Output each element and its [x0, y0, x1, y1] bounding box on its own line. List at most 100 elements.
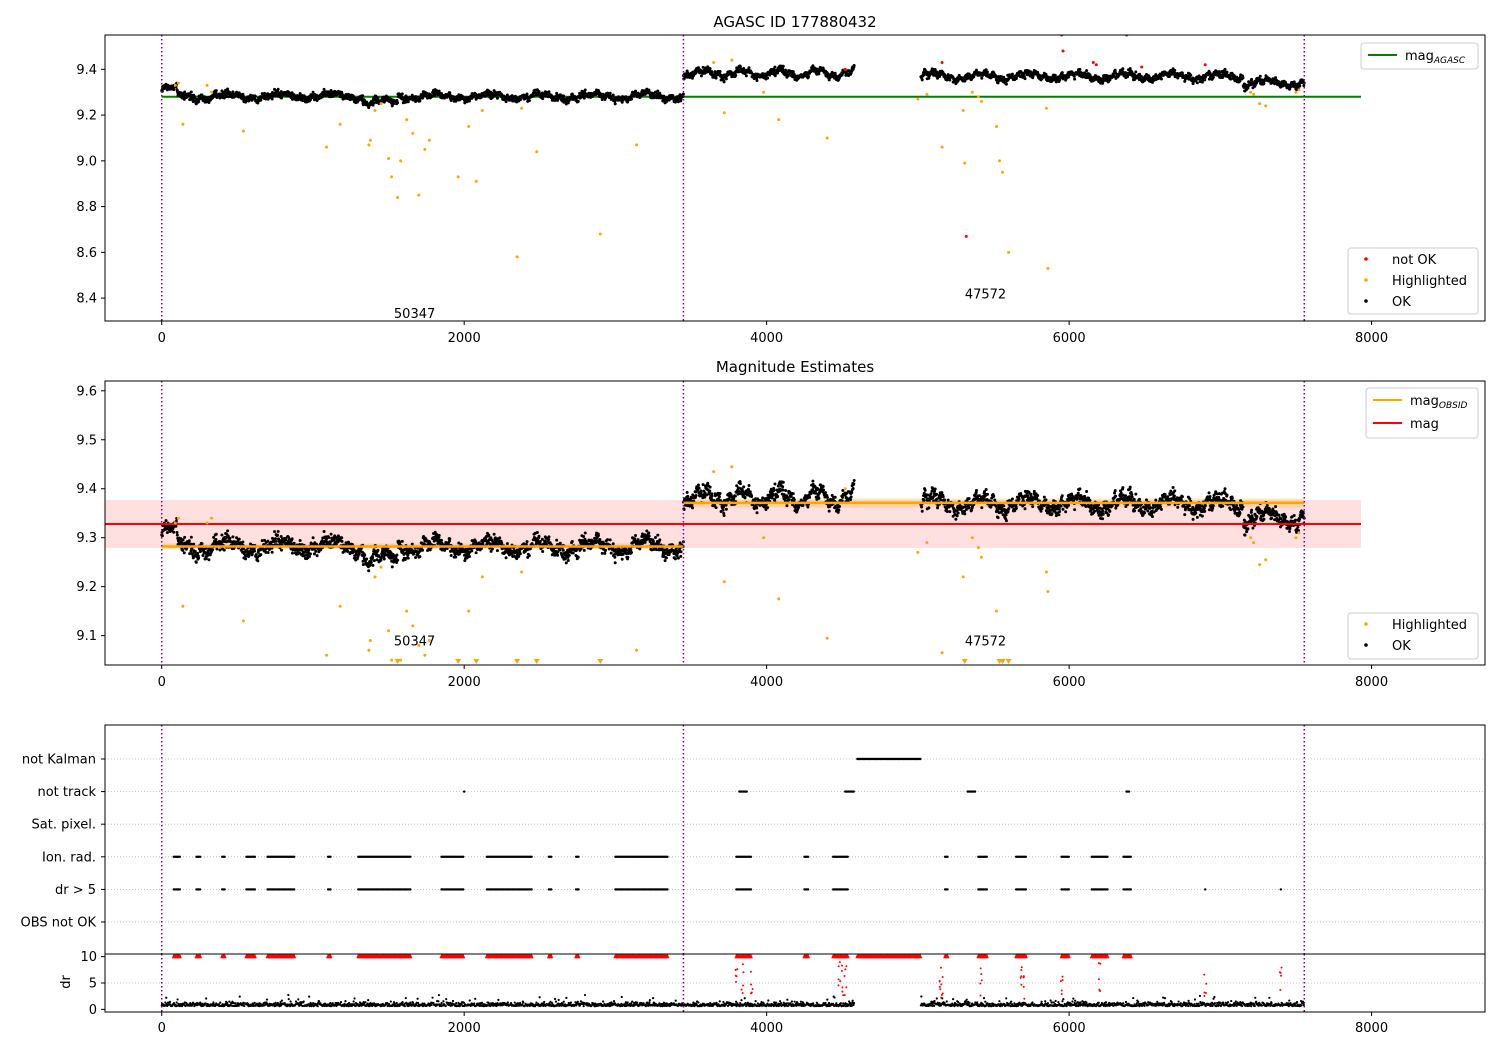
ok-point: [1191, 82, 1195, 86]
ok-point: [561, 548, 565, 552]
ok-point: [678, 541, 682, 545]
ok-point: [324, 537, 328, 541]
ok-point: [625, 548, 629, 552]
ok-point: [582, 548, 586, 552]
ok-point: [552, 548, 556, 552]
highlighted-point: [1294, 90, 1298, 94]
highlighted-point: [635, 143, 639, 147]
ok-point: [279, 535, 283, 539]
ok-point: [254, 553, 258, 557]
ok-point: [398, 540, 402, 544]
ok-point: [218, 548, 222, 552]
ok-point: [515, 557, 519, 561]
ok-point: [489, 549, 493, 553]
ok-point: [371, 556, 375, 560]
ok-point: [375, 558, 379, 562]
ok-point: [418, 555, 422, 559]
ok-point: [357, 551, 361, 555]
legend-point-label: Highlighted: [1392, 274, 1467, 289]
ok-point: [292, 541, 296, 545]
ok-point: [361, 103, 365, 107]
ok-point: [583, 88, 587, 92]
ok-point: [570, 540, 574, 544]
ok-point: [606, 538, 610, 542]
ok-point: [414, 555, 418, 559]
ok-point: [500, 541, 504, 545]
ok-point: [562, 94, 566, 98]
ok-point: [1010, 72, 1014, 76]
ok-point: [396, 558, 400, 562]
ok-point: [270, 97, 274, 101]
ok-point: [395, 98, 399, 102]
ok-point: [583, 531, 587, 535]
ok-point: [697, 486, 701, 490]
ok-point: [643, 540, 647, 544]
ok-point: [367, 569, 371, 573]
ok-point: [207, 101, 211, 105]
ok-point: [1203, 78, 1207, 82]
highlighted-point: [970, 90, 974, 94]
ok-point: [361, 562, 365, 566]
not-ok-point: [1140, 65, 1144, 69]
ok-point: [703, 491, 707, 495]
ok-point: [276, 530, 280, 534]
ok-point: [935, 70, 939, 74]
ok-point: [437, 89, 441, 93]
ok-point: [651, 540, 655, 544]
ok-point: [214, 532, 218, 536]
highlighted-point: [520, 106, 524, 110]
ok-point: [340, 539, 344, 543]
highlighted-point: [181, 122, 185, 126]
ok-point: [172, 88, 176, 92]
ok-point: [214, 89, 218, 93]
ok-point: [433, 94, 437, 98]
ok-point: [948, 78, 952, 82]
ok-point: [1294, 82, 1298, 86]
ok-point: [807, 74, 811, 78]
ok-point: [346, 549, 350, 553]
ok-point: [365, 100, 369, 104]
ok-point: [231, 535, 235, 539]
ok-point: [613, 561, 617, 565]
ok-point: [449, 99, 453, 103]
ok-point: [576, 555, 580, 559]
ok-point: [382, 557, 386, 561]
ok-point: [290, 551, 294, 555]
ok-point: [527, 554, 531, 558]
ok-point: [597, 534, 601, 538]
legend-point-label: OK: [1392, 295, 1411, 310]
ok-point: [633, 537, 637, 541]
ok-point: [1195, 81, 1199, 85]
ok-point: [372, 101, 376, 105]
ok-point: [747, 66, 751, 70]
y-tick-label: 8.6: [76, 246, 97, 261]
ok-point: [418, 99, 422, 103]
highlighted-point: [1297, 88, 1301, 92]
ok-point: [200, 542, 204, 546]
ok-point: [598, 538, 602, 542]
panel2-title: Magnitude Estimates: [716, 358, 874, 376]
ok-point: [537, 534, 541, 538]
ok-point: [160, 534, 164, 538]
x-tick-label: 0: [158, 331, 166, 346]
ok-point: [1085, 69, 1089, 73]
ok-point: [1183, 79, 1187, 83]
ok-point: [372, 559, 376, 563]
ok-point: [1014, 77, 1018, 81]
ok-point: [1262, 82, 1266, 86]
ok-point: [722, 80, 726, 84]
ok-point: [1004, 82, 1008, 86]
ok-point: [524, 542, 528, 546]
ok-point: [448, 91, 452, 95]
not-ok-point: [843, 67, 847, 71]
ok-point: [613, 102, 617, 106]
ok-point: [582, 535, 586, 539]
highlighted-point: [456, 175, 460, 179]
ok-point: [504, 556, 508, 560]
ok-point: [315, 554, 319, 558]
ok-point: [658, 538, 662, 542]
ok-point: [1101, 79, 1105, 83]
ok-point: [630, 550, 634, 554]
